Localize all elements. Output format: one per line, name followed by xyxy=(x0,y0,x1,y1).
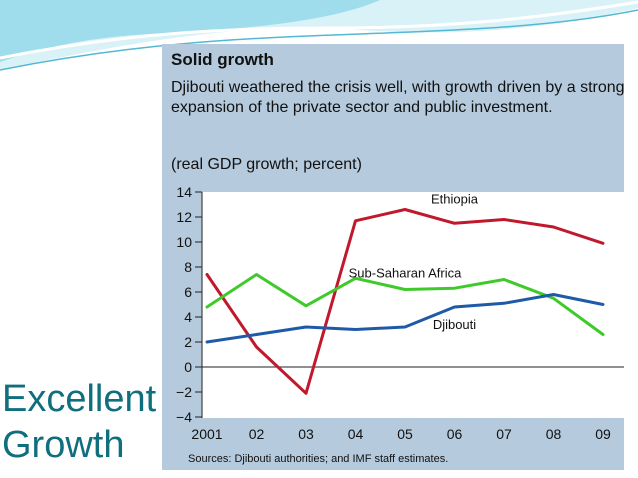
y-tick-label: 0 xyxy=(184,359,192,375)
figure-panel: Solid growth Djibouti weathered the cris… xyxy=(162,44,624,470)
y-tick-label: 6 xyxy=(184,284,192,300)
slide-title-line-1: Excellent xyxy=(2,378,157,420)
figure-heading: Solid growth xyxy=(171,50,274,69)
x-tick-label: 2001 xyxy=(191,426,222,442)
series-label: Ethiopia xyxy=(431,191,479,206)
series-lines xyxy=(205,208,605,395)
y-tick-label: 8 xyxy=(184,259,192,275)
slide-title-line-2: Growth xyxy=(2,424,125,466)
y-tick-label: 4 xyxy=(184,309,192,325)
y-tick-label: 10 xyxy=(176,234,192,250)
plot-area xyxy=(202,192,624,418)
y-axis-ticks: 14 12 10 8 6 4 2 0 −2 −4 xyxy=(176,184,202,425)
x-tick-label: 03 xyxy=(298,426,314,442)
wave-stripe xyxy=(0,0,638,60)
x-tick-label: 04 xyxy=(348,426,364,442)
y-tick-label: 14 xyxy=(176,184,192,200)
series-labels: Ethiopia Sub-Saharan Africa Djibouti xyxy=(349,191,479,332)
series-line-ethiopia xyxy=(205,208,605,395)
figure-units: (real GDP growth; percent) xyxy=(171,156,362,173)
x-tick-label: 09 xyxy=(595,426,611,442)
x-tick-label: 08 xyxy=(546,426,562,442)
y-tick-label: 2 xyxy=(184,334,192,350)
gdp-growth-chart: 14 12 10 8 6 4 2 0 −2 −4 2001 02 03 04 05 06 07 08 09 Eth… xyxy=(176,184,624,442)
x-tick-label: 07 xyxy=(496,426,512,442)
series-label: Djibouti xyxy=(433,317,476,332)
x-tick-label: 02 xyxy=(249,426,265,442)
x-tick-label: 06 xyxy=(447,426,463,442)
y-tick-label: −2 xyxy=(176,384,192,400)
series-line-djibouti xyxy=(205,293,605,344)
series-line-sub-saharan-africa xyxy=(205,273,605,336)
series-label: Sub-Saharan Africa xyxy=(349,266,463,281)
y-tick-label: 12 xyxy=(176,209,192,225)
slide-title: Excellent Growth xyxy=(2,376,156,468)
x-axis-ticks: 2001 02 03 04 05 06 07 08 09 xyxy=(191,426,611,442)
y-tick-label: −4 xyxy=(176,409,192,425)
x-tick-label: 05 xyxy=(397,426,413,442)
figure-description: Djibouti weathered the crisis well, with… xyxy=(171,79,624,116)
wave-stripe-accent xyxy=(0,9,638,71)
figure-source: Sources: Djibouti authorities; and IMF s… xyxy=(188,453,449,465)
